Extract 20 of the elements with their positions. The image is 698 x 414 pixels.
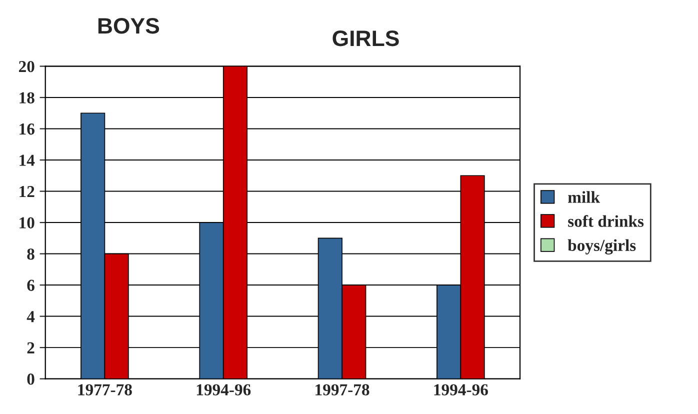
legend-label: milk [568, 191, 600, 203]
y-tick-label: 18 [20, 92, 34, 104]
y-tick-label: 0 [27, 374, 34, 385]
x-tick-label: 1997-78 [316, 384, 370, 396]
text: GIRLS [332, 30, 399, 46]
legend-label: soft drinks [568, 215, 644, 227]
y-tick-label: 6 [27, 280, 34, 291]
y-tick-label: 10 [20, 217, 34, 228]
y-tick-label: 8 [27, 248, 34, 260]
y-tick-label: 4 [26, 311, 35, 322]
y-tick-label: 20 [18, 60, 34, 72]
y-tick-label: 12 [20, 186, 34, 198]
y-tick-label: 16 [20, 124, 34, 135]
text: BOYS [98, 18, 160, 34]
x-tick-label: 1994-96 [434, 384, 488, 396]
x-tick-label: 1977-78 [78, 384, 132, 396]
x-tick-label: 1994-96 [196, 384, 251, 396]
legend-label: boys/girls [568, 239, 636, 254]
y-tick-label: 2 [27, 342, 34, 354]
y-tick-label: 14 [20, 154, 35, 166]
